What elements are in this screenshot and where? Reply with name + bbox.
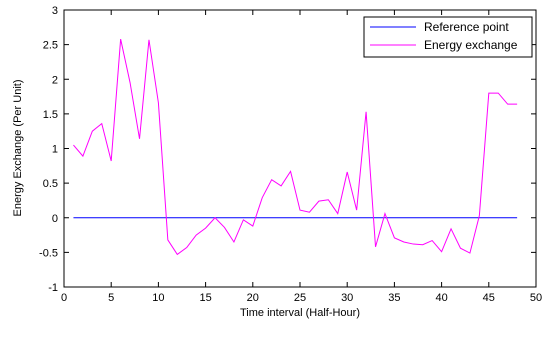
x-axis-ticks: 0 5 10 15 20 25 30 35 40 45 50 [61,10,542,304]
legend-label-reference-point: Reference point [424,20,509,34]
legend: Reference point Energy exchange [363,16,533,58]
x-tick-label: 20 [247,292,259,304]
x-tick-label: 50 [530,292,542,304]
x-tick-label: 25 [294,292,306,304]
series-line-energy-exchange [73,38,518,256]
x-tick-label: 0 [61,292,67,304]
x-tick-label: 45 [483,292,495,304]
legend-box [363,16,533,58]
y-tick-label: 2 [52,74,58,86]
y-tick-label: -0.5 [39,247,58,259]
x-tick-label: 30 [341,292,353,304]
y-tick-label: 1.5 [43,109,58,121]
y-tick-label: 1 [52,144,58,156]
y-tick-label: 3 [52,5,58,17]
y-axis-label: Energy Exchange (Per Unit) [12,80,24,217]
y-tick-label: 2.5 [43,40,58,52]
x-tick-label: 10 [152,292,164,304]
y-tick-label: 0.5 [43,178,58,190]
x-tick-label: 35 [388,292,400,304]
legend-label-energy-exchange: Energy exchange [424,38,518,52]
y-tick-label: 0 [52,213,58,225]
y-axis-ticks: -1 -0.5 0 0.5 1 1.5 2 2.5 3 [39,5,536,294]
x-tick-label: 5 [108,292,114,304]
x-tick-label: 15 [199,292,211,304]
series-layer [73,38,518,256]
x-axis-label: Time interval (Half-Hour) [240,307,360,319]
y-tick-label: -1 [48,282,58,294]
x-tick-label: 40 [435,292,447,304]
